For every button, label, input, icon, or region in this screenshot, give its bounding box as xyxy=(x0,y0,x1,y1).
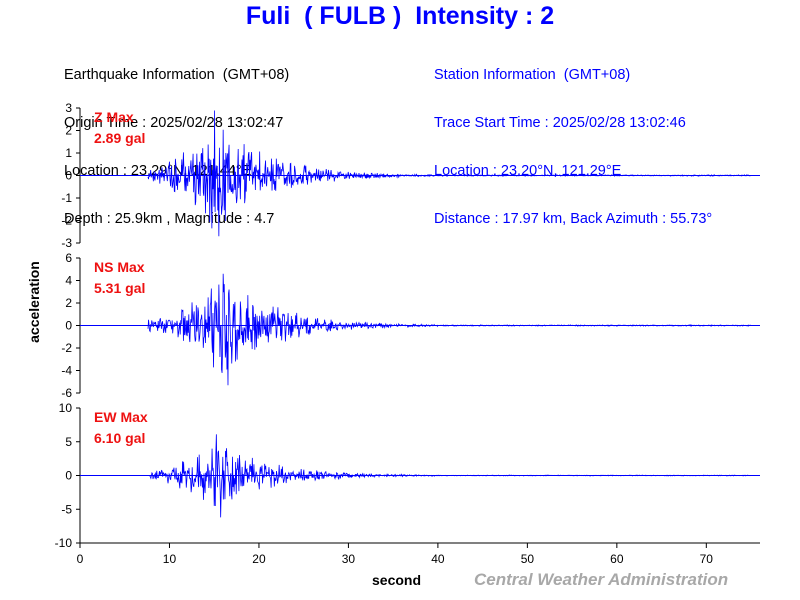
y-tick-label-z: 2 xyxy=(65,124,72,138)
max-value-ew: 6.10 gal xyxy=(94,430,145,446)
x-tick-label: 0 xyxy=(77,552,84,566)
x-tick-label: 70 xyxy=(700,552,714,566)
max-value-z: 2.89 gal xyxy=(94,130,145,146)
max-value-ns: 5.31 gal xyxy=(94,280,145,296)
trace-ns xyxy=(147,273,752,386)
y-tick-label-z: 1 xyxy=(65,146,72,160)
y-tick-label-ns: -4 xyxy=(61,364,72,378)
y-tick-label-ns: 0 xyxy=(65,319,72,333)
y-tick-label-ew: -10 xyxy=(55,536,73,550)
x-tick-label: 60 xyxy=(610,552,624,566)
earthquake-info: Earthquake Information (GMT+08) Origin T… xyxy=(64,35,289,243)
trace-ew xyxy=(149,434,751,518)
plot-title: Fuli ( FULB ) Intensity : 2 xyxy=(245,2,555,30)
station-info-heading: Station Information (GMT+08) xyxy=(434,67,631,83)
y-axis-label: acceleration xyxy=(26,261,42,343)
y-tick-label-ns: -2 xyxy=(61,341,72,355)
x-tick-label: 10 xyxy=(163,552,177,566)
y-tick-label-ew: 10 xyxy=(59,401,73,415)
y-tick-label-ew: -5 xyxy=(61,502,72,516)
max-label-ew: EW Max xyxy=(94,409,148,425)
max-label-z: Z Max xyxy=(94,109,134,125)
y-tick-label-z: -2 xyxy=(61,214,72,228)
trace-start-time: Trace Start Time : 2025/02/28 13:02:46 xyxy=(434,115,686,131)
y-tick-label-ns: 6 xyxy=(65,251,72,265)
x-tick-label: 20 xyxy=(252,552,266,566)
y-tick-label-z: -1 xyxy=(61,191,72,205)
max-label-ns: NS Max xyxy=(94,259,145,275)
distance-azimuth: Distance : 17.97 km, Back Azimuth : 55.7… xyxy=(434,211,713,227)
y-tick-label-ns: -6 xyxy=(61,386,72,400)
y-tick-label-ns: 4 xyxy=(65,274,72,288)
y-tick-label-z: -3 xyxy=(61,236,72,250)
x-tick-label: 40 xyxy=(431,552,445,566)
earthquake-info-heading: Earthquake Information (GMT+08) xyxy=(64,67,290,83)
trace-z xyxy=(147,110,752,237)
x-axis-label: second xyxy=(372,572,422,588)
y-tick-label-ew: 0 xyxy=(65,469,72,483)
origin-time: Origin Time : 2025/02/28 13:02:47 xyxy=(64,115,284,131)
x-tick-label: 30 xyxy=(342,552,356,566)
x-tick-label: 50 xyxy=(521,552,535,566)
y-tick-label-z: 0 xyxy=(65,169,72,183)
y-tick-label-ew: 5 xyxy=(65,435,72,449)
agency-credit: Central Weather Administration xyxy=(474,570,729,589)
y-tick-label-ns: 2 xyxy=(65,296,72,310)
y-tick-label-z: 3 xyxy=(65,101,72,115)
